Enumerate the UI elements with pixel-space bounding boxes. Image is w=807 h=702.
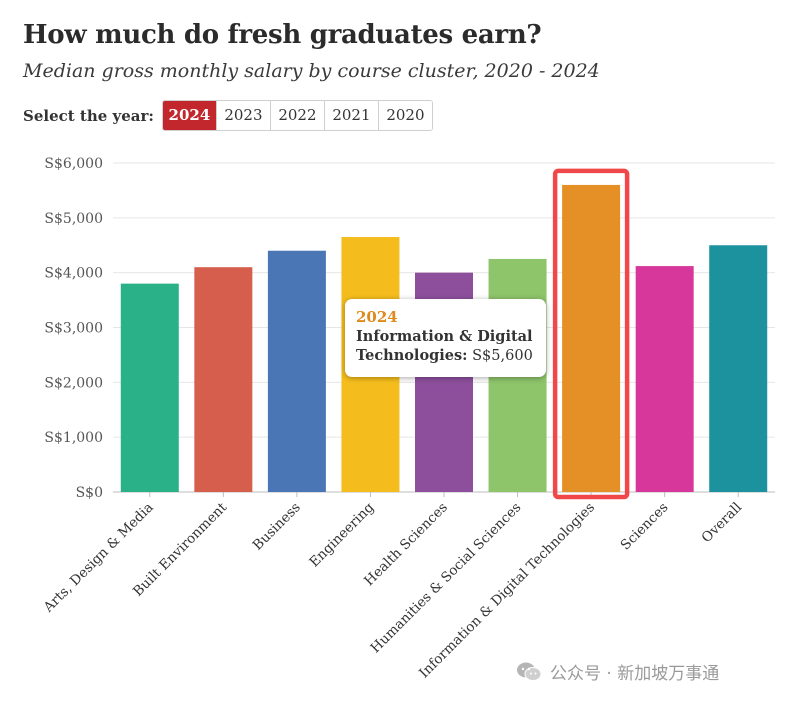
tooltip-category-line1: Information & Digital	[356, 328, 533, 345]
bar-sciences	[635, 266, 694, 492]
watermark-text: 公众号 · 新加坡万事通	[550, 664, 720, 684]
y-tick-label: S$5,000	[44, 211, 103, 227]
y-tick-label: S$4,000	[44, 266, 103, 282]
year-button-2023[interactable]: 2023	[216, 101, 271, 130]
page-title: How much do fresh graduates earn?	[23, 20, 542, 50]
x-tick-label: Sciences	[618, 499, 672, 553]
watermark: 公众号 · 新加坡万事通	[516, 659, 719, 684]
y-tick-label: S$0	[76, 485, 103, 501]
x-tick-label: Humanities & Social Sciences	[368, 499, 525, 656]
y-tick-label: S$2,000	[44, 375, 103, 391]
y-tick-label: S$3,000	[44, 321, 103, 337]
year-button-2022[interactable]: 2022	[270, 101, 325, 130]
chart-tooltip: 2024 Information & Digital Technologies:…	[345, 299, 546, 377]
bar-business	[267, 250, 326, 492]
tooltip-value: S$5,600	[472, 348, 533, 364]
wechat-icon	[517, 662, 542, 681]
year-selector: Select the year: 2024 2023 2022 2021 202…	[23, 100, 433, 131]
year-button-2020[interactable]: 2020	[378, 101, 432, 130]
year-selector-label: Select the year:	[23, 106, 154, 125]
x-tick-label: Engineering	[306, 499, 377, 570]
bar-built-environment	[194, 267, 253, 492]
x-tick-label: Overall	[699, 500, 746, 547]
highlight-box	[552, 168, 630, 500]
page-subtitle: Median gross monthly salary by course cl…	[23, 60, 600, 82]
bar-information-digital-technologies	[562, 184, 621, 492]
bar-arts-design-media	[120, 283, 179, 492]
y-tick-label: S$1,000	[44, 430, 103, 446]
year-button-group: 2024 2023 2022 2021 2020	[161, 100, 433, 131]
year-button-2024[interactable]: 2024	[162, 101, 217, 130]
bar-overall	[709, 245, 768, 492]
x-tick-label: Business	[250, 499, 304, 553]
y-tick-label: S$6,000	[44, 156, 103, 172]
year-button-2021[interactable]: 2021	[324, 101, 379, 130]
tooltip-category-line2: Technologies:	[356, 347, 468, 364]
tooltip-year: 2024	[356, 308, 398, 326]
